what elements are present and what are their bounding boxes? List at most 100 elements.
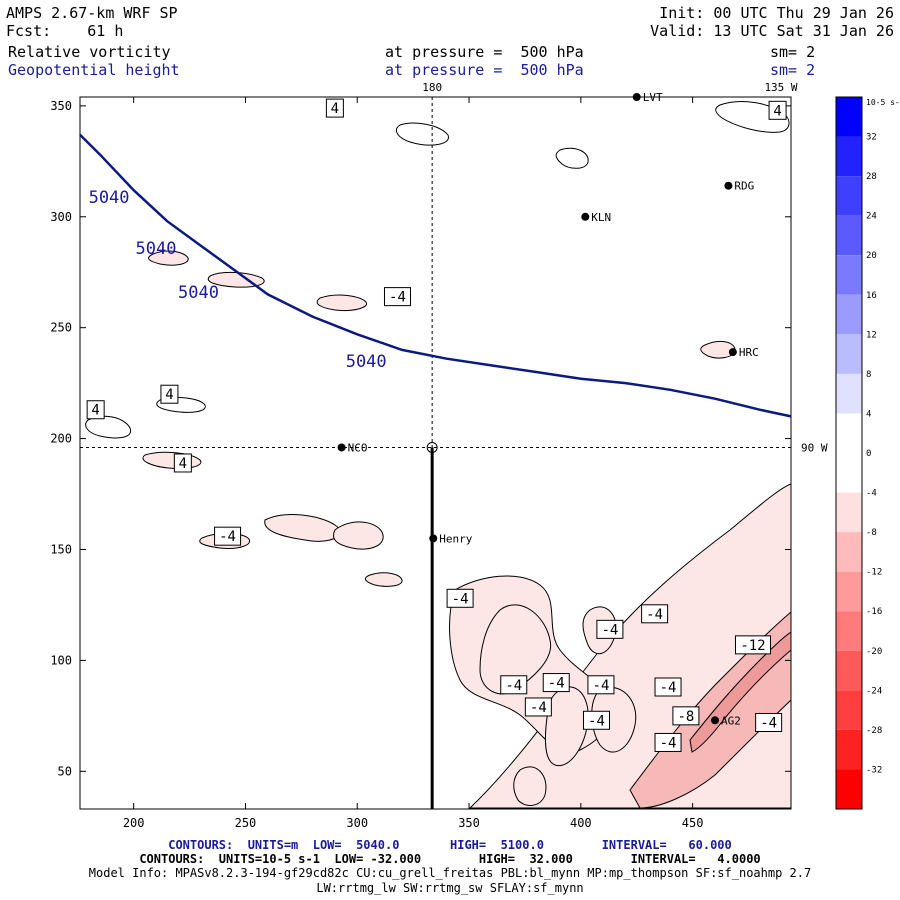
- vorticity-label: -4: [654, 677, 682, 697]
- station-nco: NCO: [337, 441, 368, 454]
- vorticity-label-text: -4: [219, 529, 236, 545]
- station-rdg: RDG: [724, 180, 754, 193]
- colorbar-swatch: [836, 571, 862, 612]
- vorticity-contour-info: CONTOURS: UNITS=10-5 s-1 LOW= -32.000 HI…: [139, 852, 761, 866]
- vorticity-label-box: [672, 706, 700, 726]
- colorbar-swatch: [836, 413, 862, 453]
- height-contour-label: 5040: [346, 352, 387, 372]
- vorticity-label-box: [654, 677, 682, 697]
- vorticity-label: -12: [734, 635, 771, 655]
- vorticity-label: -4: [755, 712, 783, 732]
- station-dot: [728, 348, 737, 357]
- vorticity-label-text: -12: [740, 638, 765, 654]
- station-label: Henry: [439, 532, 472, 545]
- vorticity-label: -8: [672, 706, 700, 726]
- vorticity-label-text: -4: [505, 678, 522, 694]
- vorticity-label-box: [641, 604, 669, 624]
- station-label: AG2: [721, 714, 741, 727]
- x-tick-label: 200: [123, 816, 145, 830]
- colorbar-tick-label: 0: [866, 449, 871, 459]
- vorticity-label-text: 4: [91, 403, 99, 419]
- station-henry: Henry: [429, 532, 473, 545]
- y-tick-label: 350: [50, 99, 72, 113]
- vorticity-label-box: [587, 675, 615, 695]
- vorticity-label: -4: [641, 604, 669, 624]
- side-label-90w: 90 W: [801, 441, 828, 454]
- vorticity-label: -4: [383, 287, 411, 307]
- station-dot: [581, 212, 590, 221]
- colorbar-swatch: [836, 532, 862, 572]
- station-label: NCO: [348, 441, 368, 454]
- axes: 200 250 300 350 400 450 50 100 150 200 250 300 350 18…: [50, 81, 828, 830]
- vorticity-label-text: -4: [389, 290, 406, 306]
- station-label: RDG: [734, 180, 754, 193]
- colorbar-tick-label: -32: [866, 765, 882, 775]
- y-tick-label: 50: [58, 764, 72, 778]
- vorticity-label-box: [734, 635, 771, 655]
- station-dot: [724, 181, 733, 190]
- x-tick-label: 250: [235, 816, 257, 830]
- vorticity-label-text: -4: [646, 607, 663, 623]
- vorticity-label-box: [542, 673, 570, 693]
- vorticity-label-box: [755, 712, 783, 732]
- vorticity-label: -4: [524, 697, 552, 717]
- station-dot: [429, 534, 438, 543]
- field2-smoothing: sm= 2: [770, 61, 816, 79]
- vorticity-label: -4: [582, 710, 610, 730]
- colorbar-tick-label: 16: [866, 291, 877, 301]
- vorticity-label: 4: [173, 453, 192, 473]
- colorbar-swatch: [836, 690, 862, 730]
- vorticity-label-text: -8: [677, 709, 694, 725]
- model-info-physics: LW:rrtmg_lw SW:rrtmg_sw SFLAY:sf_mynn: [316, 881, 584, 895]
- vorticity-label-box: [173, 453, 192, 473]
- colorbar-tick-label: -16: [866, 607, 882, 617]
- station-label: LVT: [643, 91, 663, 104]
- vorticity-label-text: -4: [530, 700, 547, 716]
- height-contour-label: 5040: [178, 283, 219, 303]
- colorbar-tick-label: -20: [866, 647, 882, 657]
- colorbar-tick-label: -28: [866, 726, 882, 736]
- model-title: AMPS 2.67-km WRF SP: [6, 4, 178, 22]
- vorticity-label: -4: [596, 619, 624, 639]
- station-hrc: HRC: [728, 346, 759, 359]
- colorbar-tick-label: -8: [866, 528, 877, 538]
- height-contour-label: 5040: [136, 239, 177, 259]
- field1-name: Relative vorticity: [8, 43, 171, 61]
- model-info: Model Info: MPASv8.2.3-194-gf29cd82c CU:…: [88, 866, 812, 880]
- colorbar-tick-label: 12: [866, 330, 877, 340]
- plot-frame: [79, 96, 792, 810]
- field2-pressure: at pressure = 500 hPa: [385, 61, 584, 79]
- colorbar-tick-label: -4: [866, 489, 877, 499]
- field1-pressure: at pressure = 500 hPa: [385, 43, 584, 61]
- colorbar-swatch: [836, 650, 862, 691]
- vorticity-label-box: [654, 732, 682, 752]
- station-ag2: AG2: [710, 714, 741, 727]
- vorticity-label-box: [86, 400, 105, 420]
- station-lvt: LVT: [632, 91, 663, 104]
- vorticity-label-text: -4: [660, 680, 677, 696]
- vorticity-label: -4: [446, 588, 474, 608]
- station-label: KLN: [591, 211, 611, 224]
- vorticity-label-text: 4: [165, 387, 173, 403]
- vorticity-contours: [85, 101, 791, 809]
- vorticity-label-text: -4: [660, 735, 677, 751]
- colorbar-tick-label: 8: [866, 370, 871, 380]
- colorbar-tick-label: -24: [866, 686, 882, 696]
- field1-smoothing: sm= 2: [770, 43, 816, 61]
- vorticity-label-box: [524, 697, 552, 717]
- colorbar-tick-label: 32: [866, 133, 877, 143]
- vorticity-label-text: 4: [179, 456, 187, 472]
- colorbar-tick-label: 4: [866, 409, 871, 419]
- field2-name: Geopotential height: [8, 61, 180, 79]
- station-dot: [337, 443, 346, 452]
- colorbar-tick-label: -12: [866, 568, 882, 578]
- height-contour-info: CONTOURS: UNITS=m LOW= 5040.0 HIGH= 5100…: [168, 838, 732, 852]
- vorticity-label-text: -4: [593, 678, 610, 694]
- vorticity-label-text: -4: [601, 622, 618, 638]
- colorbar-tick-label: 24: [866, 212, 877, 222]
- pole-marker: [426, 441, 438, 453]
- vorticity-label: -4: [500, 675, 528, 695]
- y-tick-label: 150: [50, 542, 72, 556]
- vorticity-label-box: [768, 100, 787, 120]
- vorticity-label-text: 4: [773, 103, 781, 119]
